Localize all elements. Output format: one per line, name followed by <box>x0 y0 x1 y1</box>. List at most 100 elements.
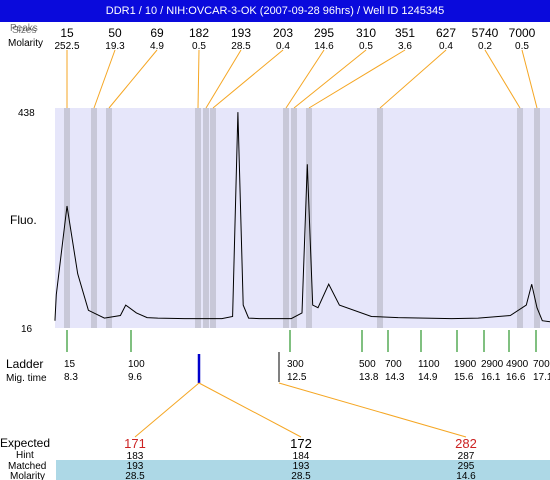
expected-label: Expected <box>0 436 50 450</box>
peaks-top-label: Peaks <box>10 23 38 34</box>
expected-value: 282 <box>455 436 477 451</box>
matched-value: 193 <box>127 461 144 472</box>
peak-leader-line <box>197 49 200 109</box>
ladder-time-label: 15.6 <box>454 372 474 383</box>
matched-value: 295 <box>458 461 475 472</box>
peak-size-label: 295 <box>314 26 334 40</box>
ladder-size-label: 1100 <box>418 359 440 370</box>
peak-molarity-label: 19.3 <box>105 41 125 52</box>
peak-size-label: 310 <box>356 26 376 40</box>
hint-value: 287 <box>458 451 475 462</box>
peak-size-label: 182 <box>189 26 209 40</box>
peak-band <box>210 108 216 328</box>
matched-value: 193 <box>293 461 310 472</box>
peak-leader-line <box>212 49 284 109</box>
ladder-size-label: 7000 <box>533 359 550 370</box>
hint-label: Hint <box>16 450 34 461</box>
peak-molarity-label: 14.6 <box>314 41 334 52</box>
peak-band <box>91 108 97 328</box>
peak-leader-line <box>93 49 116 109</box>
ladder-ticks: 15 8.3 100 9.6 300 12.5 500 13.8 700 14.3 1100 14.9… <box>64 330 550 383</box>
expected-leader-line <box>278 382 467 438</box>
peak-size-label: 193 <box>231 26 251 40</box>
peak-molarity-label: 0.4 <box>439 41 453 52</box>
ladder-time-label: 12.5 <box>287 372 307 383</box>
molarity-top-label: Molarity <box>8 38 43 49</box>
peak-band <box>203 108 209 328</box>
peak-molarity-label: 0.5 <box>515 41 529 52</box>
peak-band <box>534 108 540 328</box>
hint-value: 183 <box>127 451 144 462</box>
expected-value: 171 <box>124 436 146 451</box>
peak-band <box>106 108 112 328</box>
ladder-time-label: 8.3 <box>64 372 78 383</box>
top-peak-labels: 15252.55019.3694.91820.519328.52030.4295… <box>54 26 535 52</box>
ladder-time-label: 13.8 <box>359 372 379 383</box>
molarity-bottom-label: Molarity <box>10 471 45 480</box>
peak-band <box>291 108 297 328</box>
y-max-label: 438 <box>18 108 35 119</box>
peak-size-label: 15 <box>60 26 74 40</box>
sizes-top-label: Sizes <box>12 25 36 36</box>
hint-value: 184 <box>293 451 310 462</box>
peak-molarity-label: 0.5 <box>192 41 206 52</box>
ladder-size-label: 100 <box>128 359 145 370</box>
ladder-time-label: 16.1 <box>481 372 501 383</box>
expected-leader-line <box>198 382 302 438</box>
chart-title-bar: DDR1 / 10 / NIH:OVCAR-3-OK (2007-09-28 9… <box>0 0 550 22</box>
peak-size-label: 7000 <box>509 26 536 40</box>
molarity-value: 28.5 <box>125 471 145 480</box>
peak-molarity-label: 28.5 <box>231 41 251 52</box>
ladder-time-label: 14.9 <box>418 372 438 383</box>
ladder-time-label: 9.6 <box>128 372 142 383</box>
peak-leader-line <box>379 49 447 109</box>
peak-leader-line <box>484 49 521 109</box>
expected-value: 172 <box>290 436 312 451</box>
peak-size-label: 69 <box>150 26 164 40</box>
peak-size-label: 351 <box>395 26 415 40</box>
peak-leader-line <box>205 49 242 109</box>
peak-molarity-label: 0.4 <box>276 41 290 52</box>
peak-leader-line <box>521 49 538 109</box>
ladder-label: Ladder <box>6 357 43 371</box>
peak-leader-line <box>285 49 325 109</box>
ladder-size-label: 2900 <box>481 359 504 370</box>
peak-leader-line <box>308 49 406 109</box>
ladder-size-label: 500 <box>359 359 376 370</box>
peak-molarity-label: 4.9 <box>150 41 164 52</box>
molarity-value: 28.5 <box>291 471 311 480</box>
peak-molarity-label: 252.5 <box>54 41 79 52</box>
peak-size-label: 5740 <box>472 26 499 40</box>
mig-time-label: Mig. time <box>6 373 47 384</box>
ladder-size-label: 300 <box>287 359 304 370</box>
y-min-label: 16 <box>21 324 33 335</box>
peak-leader-line <box>108 49 158 109</box>
peak-band <box>64 108 70 328</box>
ladder-size-label: 15 <box>64 359 76 370</box>
ladder-time-label: 14.3 <box>385 372 405 383</box>
peak-band <box>377 108 383 328</box>
peak-band <box>195 108 201 328</box>
ladder-size-label: 1900 <box>454 359 477 370</box>
ladder-time-label: 17.1 <box>533 372 550 383</box>
peak-leader-lines <box>66 49 538 109</box>
fluorescence-trace <box>54 112 550 323</box>
peak-band <box>283 108 289 328</box>
peak-molarity-label: 0.5 <box>359 41 373 52</box>
ladder-size-label: 700 <box>385 359 402 370</box>
peak-size-label: 627 <box>436 26 456 40</box>
peak-size-label: 203 <box>273 26 293 40</box>
chart-title: DDR1 / 10 / NIH:OVCAR-3-OK (2007-09-28 9… <box>105 5 445 17</box>
fluo-label: Fluo. <box>10 213 37 227</box>
expected-leader-line <box>134 382 200 438</box>
ladder-size-label: 4900 <box>506 359 529 370</box>
matched-label: Matched <box>8 461 46 472</box>
peak-molarity-label: 0.2 <box>478 41 492 52</box>
table-highlight <box>56 460 550 480</box>
peak-size-label: 50 <box>108 26 122 40</box>
ladder-time-label: 16.6 <box>506 372 526 383</box>
peak-band <box>517 108 523 328</box>
molarity-value: 14.6 <box>456 471 476 480</box>
